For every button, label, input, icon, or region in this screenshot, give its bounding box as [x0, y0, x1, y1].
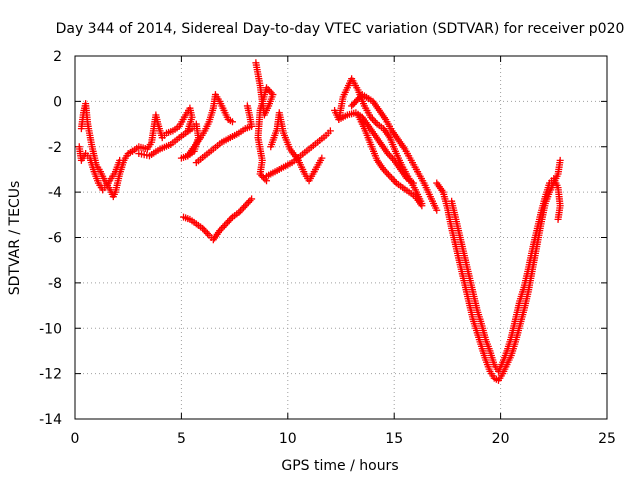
- y-tick-label: -2: [48, 140, 62, 156]
- data-point-marker: [409, 179, 417, 187]
- data-point-marker: [349, 100, 357, 108]
- x-axis-label: GPS time / hours: [281, 458, 398, 474]
- data-point-marker: [433, 206, 441, 214]
- series-track-o: [433, 156, 564, 384]
- data-point-marker: [348, 102, 356, 110]
- series-track-g: [180, 195, 256, 244]
- data-point-marker: [418, 202, 426, 210]
- data-point-marker: [243, 102, 251, 110]
- series-track-l: [335, 109, 417, 187]
- axis-ticks: 0 5 10 15 20 25 -14 -12 -10 -8 -6 -4 -2 0 2: [39, 49, 616, 447]
- x-tick-label: 20: [492, 431, 510, 447]
- data-point-marker: [326, 127, 334, 135]
- x-tick-label: 25: [598, 431, 616, 447]
- series-track-h: [252, 59, 277, 185]
- y-tick-label: 2: [53, 49, 62, 65]
- data-point-marker: [116, 156, 124, 164]
- y-tick-label: -8: [48, 276, 62, 292]
- series-track-d: [135, 120, 202, 162]
- data-point-marker: [351, 99, 359, 107]
- series-track-i: [263, 127, 334, 180]
- series-track-n: [354, 111, 426, 210]
- x-tick-label: 0: [71, 431, 80, 447]
- data-point-marker: [318, 154, 326, 162]
- data-points: [75, 59, 564, 384]
- data-point-marker: [354, 95, 362, 103]
- data-point-marker: [554, 215, 562, 223]
- series-track-p: [448, 175, 564, 375]
- x-tick-label: 10: [279, 431, 297, 447]
- x-tick-label: 5: [177, 431, 186, 447]
- data-point-marker: [352, 97, 360, 105]
- y-tick-label: -6: [48, 231, 62, 247]
- series-track-b: [75, 143, 124, 194]
- data-point-marker: [177, 154, 185, 162]
- x-tick-label: 15: [385, 431, 403, 447]
- y-tick-label: -12: [39, 367, 62, 383]
- chart-title: Day 344 of 2014, Sidereal Day-to-day VTE…: [56, 21, 625, 37]
- series-track-m: [348, 91, 441, 214]
- data-point-marker: [248, 195, 256, 203]
- y-tick-label: -14: [39, 412, 62, 428]
- y-tick-label: -4: [48, 185, 62, 201]
- series-track-j: [267, 109, 326, 185]
- y-tick-label: 0: [53, 94, 62, 110]
- y-tick-label: -10: [39, 321, 62, 337]
- data-point-marker: [355, 94, 363, 102]
- series-track-c: [128, 104, 196, 155]
- data-point-marker: [228, 118, 236, 126]
- y-axis-label: SDTVAR / TECUs: [7, 181, 23, 296]
- series-track-e: [184, 91, 236, 160]
- data-point-marker: [556, 156, 564, 164]
- series-track-f: [192, 102, 256, 167]
